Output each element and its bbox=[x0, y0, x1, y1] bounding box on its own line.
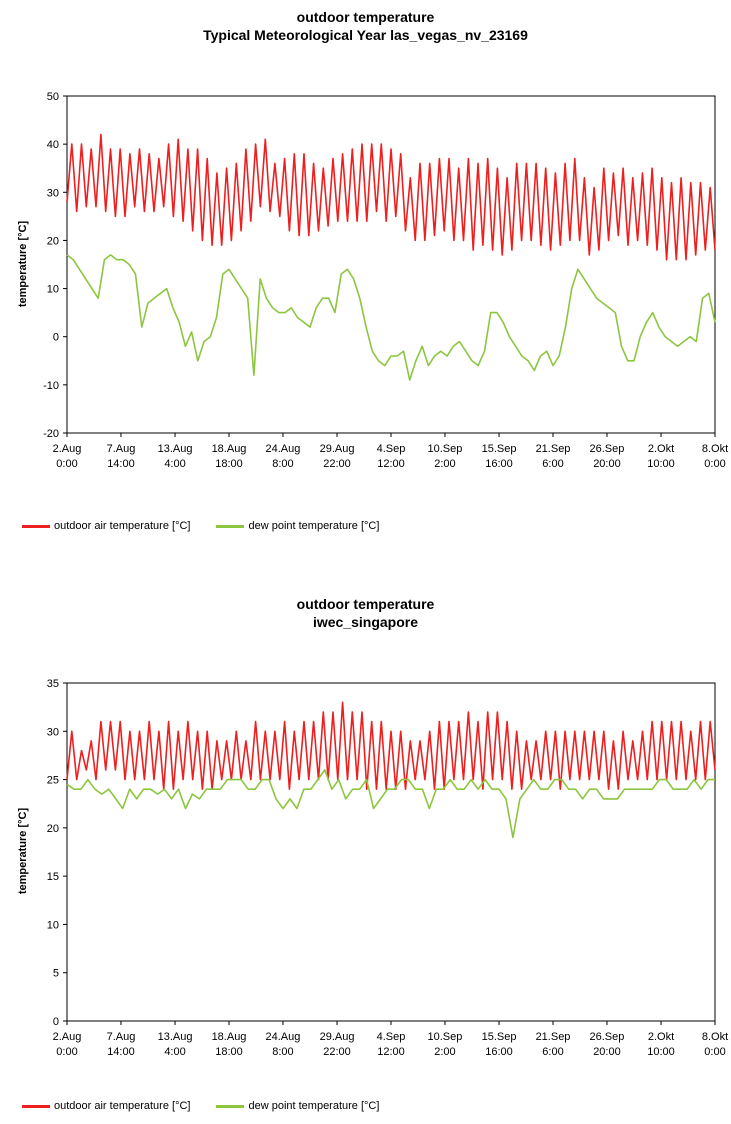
legend-swatch-dew bbox=[216, 1104, 245, 1108]
x-tick-label-time: 18:00 bbox=[215, 1046, 243, 1058]
y-tick-label: 10 bbox=[47, 284, 59, 296]
legend: outdoor air temperature [°C] dew point t… bbox=[22, 1098, 405, 1114]
x-tick-label-time: 20:00 bbox=[593, 1046, 621, 1058]
x-tick-label-time: 4:00 bbox=[164, 1046, 185, 1058]
series-line-dew-point-temperature bbox=[66, 769, 715, 839]
x-tick-label-time: 14:00 bbox=[107, 1046, 135, 1058]
legend-label-air: outdoor air temperature [°C] bbox=[54, 520, 191, 532]
x-tick-label-time: 14:00 bbox=[107, 458, 135, 470]
x-tick-label-date: 15.Sep bbox=[482, 443, 517, 455]
x-tick-label-date: 2.Aug bbox=[53, 443, 82, 455]
x-tick-label-date: 26.Sep bbox=[590, 443, 625, 455]
x-tick-label-date: 13.Aug bbox=[158, 1031, 193, 1043]
x-tick-label-date: 4.Sep bbox=[377, 1031, 406, 1043]
x-tick-label-date: 10.Sep bbox=[428, 1031, 463, 1043]
x-tick-label-time: 4:00 bbox=[164, 458, 185, 470]
legend-entry-dew: dew point temperature [°C] bbox=[216, 1100, 379, 1112]
x-tick-label-date: 29.Aug bbox=[320, 443, 355, 455]
x-tick-label-time: 20:00 bbox=[593, 458, 621, 470]
legend-swatch-air bbox=[22, 524, 50, 528]
plot-frame bbox=[66, 95, 716, 434]
x-tick-label-date: 8.Okt bbox=[702, 1031, 728, 1043]
x-tick-label-time: 22:00 bbox=[323, 1046, 351, 1058]
y-tick-label: 20 bbox=[47, 235, 59, 247]
x-tick-label-date: 15.Sep bbox=[482, 1031, 517, 1043]
x-tick-label-date: 8.Okt bbox=[702, 443, 728, 455]
legend-entry-dew: dew point temperature [°C] bbox=[216, 520, 379, 532]
y-tick-label: 10 bbox=[47, 919, 59, 931]
chart-title: outdoor temperature bbox=[296, 9, 435, 25]
plot-area-las-vegas: temperature [°C] -20 -10 0 10 20 30 40 50 2.Aug 0… bbox=[17, 91, 728, 470]
x-tick-label-time: 22:00 bbox=[323, 458, 351, 470]
x-tick-label-time: 16:00 bbox=[485, 1046, 513, 1058]
x-tick-label-date: 18.Aug bbox=[212, 1031, 247, 1043]
x-tick-label-date: 18.Aug bbox=[212, 443, 247, 455]
y-tick-label: 30 bbox=[47, 726, 59, 738]
x-tick-label-date: 2.Okt bbox=[648, 1031, 674, 1043]
x-tick-label-time: 10:00 bbox=[647, 458, 675, 470]
y-axis-label: temperature [°C] bbox=[17, 808, 29, 895]
x-tick-label-time: 12:00 bbox=[377, 458, 405, 470]
x-tick-label-date: 21.Sep bbox=[536, 443, 571, 455]
x-tick-label-date: 24.Aug bbox=[266, 1031, 301, 1043]
legend-swatch-dew bbox=[216, 524, 245, 528]
x-tick-label-date: 24.Aug bbox=[266, 443, 301, 455]
y-tick-label: 40 bbox=[47, 139, 59, 151]
x-tick-label-time: 8:00 bbox=[272, 458, 293, 470]
y-tick-label: 0 bbox=[53, 1016, 59, 1028]
legend: outdoor air temperature [°C] dew point t… bbox=[22, 518, 405, 534]
x-tick-label-time: 0:00 bbox=[704, 458, 725, 470]
series-line-dew-point-temperature bbox=[66, 254, 716, 381]
chart-title: outdoor temperature bbox=[296, 596, 435, 612]
chart-subtitle: Typical Meteorological Year las_vegas_nv… bbox=[203, 27, 528, 43]
x-tick-label-time: 8:00 bbox=[272, 1046, 293, 1058]
y-tick-label: 0 bbox=[53, 332, 59, 344]
y-tick-label: 30 bbox=[47, 187, 59, 199]
legend-label-dew: dew point temperature [°C] bbox=[248, 1100, 380, 1112]
x-tick-label-time: 0:00 bbox=[704, 1046, 725, 1058]
x-tick-label-time: 10:00 bbox=[647, 1046, 675, 1058]
y-tick-label: 20 bbox=[47, 823, 59, 835]
legend-entry-air: outdoor air temperature [°C] bbox=[22, 520, 190, 532]
series-line-outdoor-air-temperature bbox=[66, 701, 716, 790]
y-tick-label: 15 bbox=[47, 871, 59, 883]
plot-area-singapore: temperature [°C] 0 5 10 15 20 25 30 35 2.Aug 0:00… bbox=[17, 678, 728, 1058]
x-tick-label-time: 12:00 bbox=[377, 1046, 405, 1058]
y-axis-label: temperature [°C] bbox=[17, 221, 29, 308]
chart-las-vegas: outdoor temperature Typical Meteorologic… bbox=[0, 0, 731, 560]
y-tick-label: -20 bbox=[43, 428, 59, 440]
y-tick-label: 5 bbox=[53, 968, 59, 980]
chart-subtitle: iwec_singapore bbox=[312, 614, 419, 630]
x-tick-label-time: 16:00 bbox=[485, 458, 513, 470]
y-tick-label: 50 bbox=[47, 91, 59, 103]
x-tick-label-date: 7.Aug bbox=[107, 1031, 136, 1043]
x-tick-label-time: 6:00 bbox=[542, 1046, 563, 1058]
x-tick-label-time: 18:00 bbox=[215, 458, 243, 470]
x-tick-label-time: 0:00 bbox=[56, 1046, 77, 1058]
y-tick-label: -10 bbox=[43, 380, 59, 392]
x-tick-label-date: 21.Sep bbox=[536, 1031, 571, 1043]
y-tick-label: 25 bbox=[47, 775, 59, 787]
x-tick-label-date: 13.Aug bbox=[158, 443, 193, 455]
x-tick-label-date: 2.Aug bbox=[53, 1031, 82, 1043]
x-tick-label-time: 2:00 bbox=[434, 1046, 455, 1058]
x-tick-label-time: 2:00 bbox=[434, 458, 455, 470]
x-tick-label-date: 4.Sep bbox=[377, 443, 406, 455]
x-tick-label-date: 2.Okt bbox=[648, 443, 674, 455]
legend-label-air: outdoor air temperature [°C] bbox=[54, 1100, 191, 1112]
x-tick-label-time: 6:00 bbox=[542, 458, 563, 470]
x-tick-label-date: 29.Aug bbox=[320, 1031, 355, 1043]
legend-label-dew: dew point temperature [°C] bbox=[248, 520, 380, 532]
legend-swatch-air bbox=[22, 1104, 50, 1108]
x-tick-label-date: 26.Sep bbox=[590, 1031, 625, 1043]
x-tick-label-time: 0:00 bbox=[56, 458, 77, 470]
legend-entry-air: outdoor air temperature [°C] bbox=[22, 1100, 190, 1112]
x-tick-label-date: 7.Aug bbox=[107, 443, 136, 455]
y-tick-label: 35 bbox=[47, 678, 59, 690]
x-tick-label-date: 10.Sep bbox=[428, 443, 463, 455]
chart-singapore: outdoor temperature iwec_singapore tempe… bbox=[0, 585, 731, 1124]
series-line-outdoor-air-temperature bbox=[66, 133, 716, 261]
